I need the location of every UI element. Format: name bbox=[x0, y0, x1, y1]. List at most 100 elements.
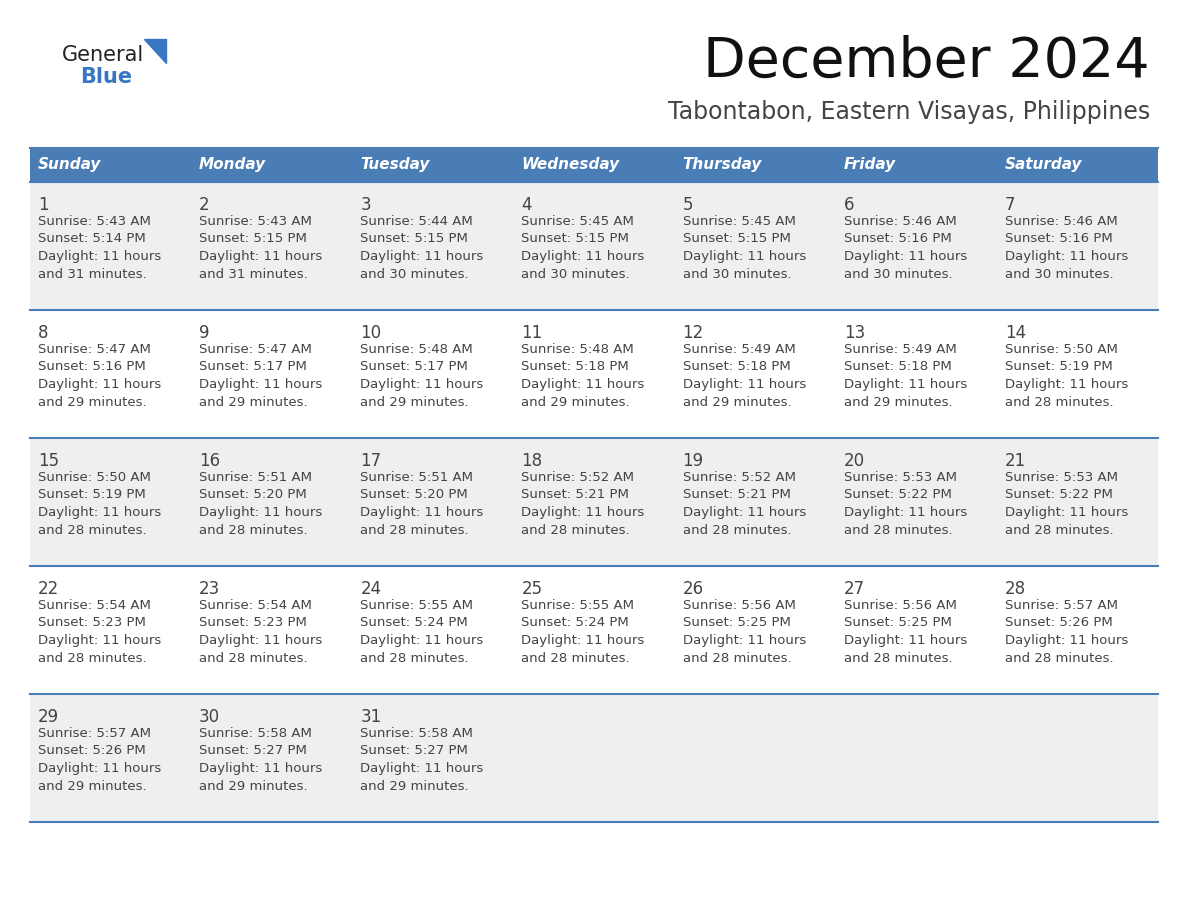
Text: 17: 17 bbox=[360, 452, 381, 470]
Bar bbox=[353, 148, 513, 182]
Text: Tabontabon, Eastern Visayas, Philippines: Tabontabon, Eastern Visayas, Philippines bbox=[668, 100, 1150, 124]
Text: Sunrise: 5:55 AM: Sunrise: 5:55 AM bbox=[360, 599, 473, 612]
Text: and 30 minutes.: and 30 minutes. bbox=[843, 267, 953, 281]
Text: 16: 16 bbox=[200, 452, 220, 470]
Text: 26: 26 bbox=[683, 580, 703, 598]
Text: 15: 15 bbox=[38, 452, 59, 470]
Text: December 2024: December 2024 bbox=[703, 35, 1150, 89]
Text: and 28 minutes.: and 28 minutes. bbox=[843, 652, 953, 665]
Bar bbox=[30, 566, 1158, 694]
Text: and 29 minutes.: and 29 minutes. bbox=[38, 779, 146, 792]
Text: Sunrise: 5:46 AM: Sunrise: 5:46 AM bbox=[1005, 215, 1118, 228]
Text: Sunrise: 5:54 AM: Sunrise: 5:54 AM bbox=[200, 599, 312, 612]
Text: Daylight: 11 hours: Daylight: 11 hours bbox=[522, 634, 645, 647]
Text: Sunset: 5:15 PM: Sunset: 5:15 PM bbox=[522, 232, 630, 245]
Text: Sunrise: 5:49 AM: Sunrise: 5:49 AM bbox=[683, 343, 795, 356]
Text: Sunset: 5:23 PM: Sunset: 5:23 PM bbox=[200, 617, 307, 630]
Text: Sunset: 5:22 PM: Sunset: 5:22 PM bbox=[843, 488, 952, 501]
Text: and 29 minutes.: and 29 minutes. bbox=[360, 779, 469, 792]
Text: 5: 5 bbox=[683, 196, 693, 214]
Text: Sunset: 5:24 PM: Sunset: 5:24 PM bbox=[360, 617, 468, 630]
Text: 12: 12 bbox=[683, 324, 703, 342]
Text: Sunset: 5:21 PM: Sunset: 5:21 PM bbox=[683, 488, 790, 501]
Text: Sunrise: 5:47 AM: Sunrise: 5:47 AM bbox=[200, 343, 312, 356]
Polygon shape bbox=[144, 39, 166, 63]
Bar bbox=[30, 182, 1158, 310]
Text: Daylight: 11 hours: Daylight: 11 hours bbox=[843, 506, 967, 519]
Text: Sunrise: 5:50 AM: Sunrise: 5:50 AM bbox=[1005, 343, 1118, 356]
Bar bbox=[30, 310, 1158, 438]
Text: Sunrise: 5:45 AM: Sunrise: 5:45 AM bbox=[683, 215, 796, 228]
Text: Sunset: 5:19 PM: Sunset: 5:19 PM bbox=[1005, 361, 1113, 374]
Text: and 29 minutes.: and 29 minutes. bbox=[522, 396, 630, 409]
Text: Sunrise: 5:52 AM: Sunrise: 5:52 AM bbox=[522, 471, 634, 484]
Text: Tuesday: Tuesday bbox=[360, 158, 430, 173]
Text: Sunset: 5:16 PM: Sunset: 5:16 PM bbox=[38, 361, 146, 374]
Text: 4: 4 bbox=[522, 196, 532, 214]
Text: Sunrise: 5:52 AM: Sunrise: 5:52 AM bbox=[683, 471, 796, 484]
Text: Sunset: 5:19 PM: Sunset: 5:19 PM bbox=[38, 488, 146, 501]
Text: Daylight: 11 hours: Daylight: 11 hours bbox=[360, 506, 484, 519]
Text: Daylight: 11 hours: Daylight: 11 hours bbox=[522, 506, 645, 519]
Text: Daylight: 11 hours: Daylight: 11 hours bbox=[200, 506, 322, 519]
Text: and 28 minutes.: and 28 minutes. bbox=[1005, 523, 1113, 536]
Text: Sunset: 5:21 PM: Sunset: 5:21 PM bbox=[522, 488, 630, 501]
Text: 18: 18 bbox=[522, 452, 543, 470]
Text: Sunset: 5:24 PM: Sunset: 5:24 PM bbox=[522, 617, 630, 630]
Bar bbox=[30, 438, 1158, 566]
Text: and 29 minutes.: and 29 minutes. bbox=[200, 396, 308, 409]
Text: Sunset: 5:18 PM: Sunset: 5:18 PM bbox=[683, 361, 790, 374]
Text: Sunset: 5:23 PM: Sunset: 5:23 PM bbox=[38, 617, 146, 630]
Text: and 29 minutes.: and 29 minutes. bbox=[38, 396, 146, 409]
Text: Sunrise: 5:43 AM: Sunrise: 5:43 AM bbox=[200, 215, 312, 228]
Text: 11: 11 bbox=[522, 324, 543, 342]
Text: Daylight: 11 hours: Daylight: 11 hours bbox=[38, 250, 162, 263]
Bar bbox=[30, 148, 191, 182]
Text: 27: 27 bbox=[843, 580, 865, 598]
Text: Sunset: 5:17 PM: Sunset: 5:17 PM bbox=[200, 361, 307, 374]
Text: Sunrise: 5:48 AM: Sunrise: 5:48 AM bbox=[360, 343, 473, 356]
Text: Sunset: 5:15 PM: Sunset: 5:15 PM bbox=[360, 232, 468, 245]
Text: Sunrise: 5:51 AM: Sunrise: 5:51 AM bbox=[360, 471, 473, 484]
Text: and 30 minutes.: and 30 minutes. bbox=[1005, 267, 1113, 281]
Text: and 28 minutes.: and 28 minutes. bbox=[200, 523, 308, 536]
Text: and 28 minutes.: and 28 minutes. bbox=[38, 652, 146, 665]
Text: Sunrise: 5:49 AM: Sunrise: 5:49 AM bbox=[843, 343, 956, 356]
Text: 7: 7 bbox=[1005, 196, 1016, 214]
Text: Sunset: 5:27 PM: Sunset: 5:27 PM bbox=[200, 744, 307, 757]
Text: Daylight: 11 hours: Daylight: 11 hours bbox=[38, 506, 162, 519]
Text: 31: 31 bbox=[360, 708, 381, 726]
Text: and 29 minutes.: and 29 minutes. bbox=[200, 779, 308, 792]
Text: 21: 21 bbox=[1005, 452, 1026, 470]
Text: Wednesday: Wednesday bbox=[522, 158, 620, 173]
Text: Sunset: 5:20 PM: Sunset: 5:20 PM bbox=[360, 488, 468, 501]
Text: Daylight: 11 hours: Daylight: 11 hours bbox=[1005, 634, 1129, 647]
Text: Sunset: 5:18 PM: Sunset: 5:18 PM bbox=[522, 361, 630, 374]
Text: Sunrise: 5:57 AM: Sunrise: 5:57 AM bbox=[1005, 599, 1118, 612]
Text: Sunset: 5:25 PM: Sunset: 5:25 PM bbox=[843, 617, 952, 630]
Text: Daylight: 11 hours: Daylight: 11 hours bbox=[38, 762, 162, 775]
Text: and 29 minutes.: and 29 minutes. bbox=[683, 396, 791, 409]
Text: Daylight: 11 hours: Daylight: 11 hours bbox=[38, 634, 162, 647]
Text: and 31 minutes.: and 31 minutes. bbox=[38, 267, 147, 281]
Text: and 30 minutes.: and 30 minutes. bbox=[683, 267, 791, 281]
Text: Sunset: 5:14 PM: Sunset: 5:14 PM bbox=[38, 232, 146, 245]
Text: Daylight: 11 hours: Daylight: 11 hours bbox=[683, 378, 805, 391]
Text: and 29 minutes.: and 29 minutes. bbox=[843, 396, 953, 409]
Text: Sunset: 5:17 PM: Sunset: 5:17 PM bbox=[360, 361, 468, 374]
Text: Sunday: Sunday bbox=[38, 158, 101, 173]
Bar bbox=[30, 694, 1158, 822]
Text: Blue: Blue bbox=[80, 67, 132, 87]
Text: Sunset: 5:16 PM: Sunset: 5:16 PM bbox=[1005, 232, 1113, 245]
Text: Sunrise: 5:48 AM: Sunrise: 5:48 AM bbox=[522, 343, 634, 356]
Text: 23: 23 bbox=[200, 580, 221, 598]
Text: Daylight: 11 hours: Daylight: 11 hours bbox=[200, 634, 322, 647]
Text: Sunrise: 5:56 AM: Sunrise: 5:56 AM bbox=[683, 599, 796, 612]
Text: Daylight: 11 hours: Daylight: 11 hours bbox=[843, 250, 967, 263]
Text: Daylight: 11 hours: Daylight: 11 hours bbox=[360, 762, 484, 775]
Text: Sunrise: 5:44 AM: Sunrise: 5:44 AM bbox=[360, 215, 473, 228]
Bar bbox=[675, 148, 835, 182]
Text: Daylight: 11 hours: Daylight: 11 hours bbox=[360, 250, 484, 263]
Text: and 28 minutes.: and 28 minutes. bbox=[360, 523, 469, 536]
Text: Daylight: 11 hours: Daylight: 11 hours bbox=[1005, 250, 1129, 263]
